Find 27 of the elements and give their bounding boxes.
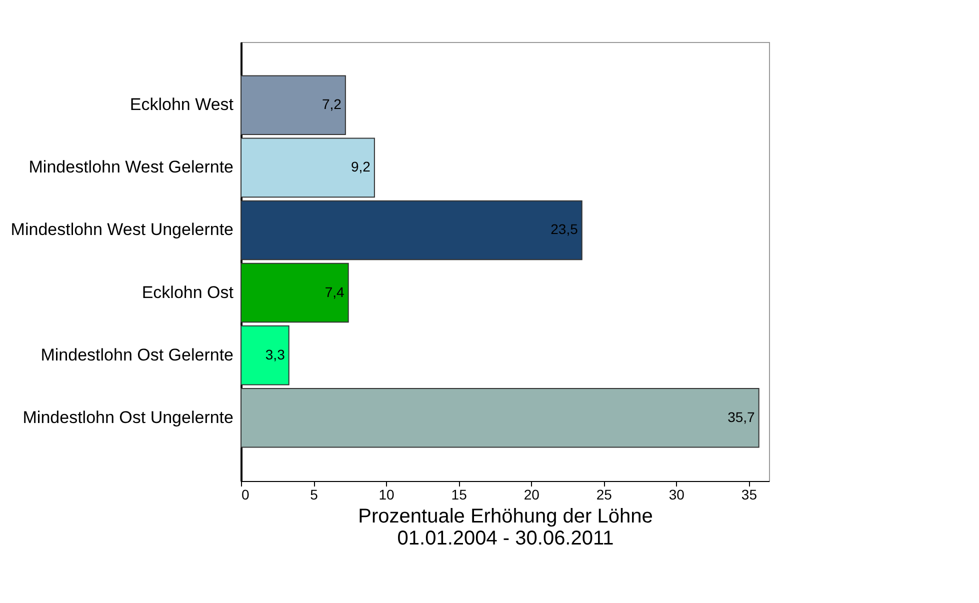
y-tick-label: Ecklohn Ost (142, 282, 234, 302)
data-label: 23,5 (550, 221, 578, 238)
x-tick-label: 30 (668, 486, 685, 502)
data-label: 35,7 (728, 408, 756, 425)
x-tick-label: 25 (596, 486, 612, 502)
bar (240, 200, 582, 260)
y-tick-label: Mindestlohn Ost Gelernte (40, 345, 234, 364)
x-tick-label: 10 (378, 486, 395, 502)
x-tick-label: 5 (310, 486, 318, 502)
x-tick-label: 0 (242, 486, 250, 502)
bar (240, 262, 349, 323)
x-tick-label: 15 (451, 486, 468, 502)
bar (240, 75, 346, 136)
data-label: 9,2 (350, 158, 371, 175)
y-tick-label: Mindestlohn Ost Ungelernte (22, 408, 234, 427)
data-label: 7,4 (324, 284, 345, 300)
bar (240, 138, 375, 198)
bar (240, 325, 290, 386)
x-tick-label: 20 (524, 486, 540, 502)
y-tick-label: Mindestlohn West Gelernte (28, 158, 234, 177)
y-tick-label: Mindestlohn West Ungelernte (10, 220, 234, 240)
x-axis-title: Prozentuale Erhöhung der Löhne 01.01.2004 - 30.06.2011 (358, 506, 653, 550)
data-label: 7,2 (322, 96, 342, 112)
bar (240, 388, 760, 448)
data-label: 3,3 (265, 346, 286, 362)
y-tick-label: Ecklohn West (130, 95, 234, 114)
x-tick-label: 35 (741, 486, 758, 502)
